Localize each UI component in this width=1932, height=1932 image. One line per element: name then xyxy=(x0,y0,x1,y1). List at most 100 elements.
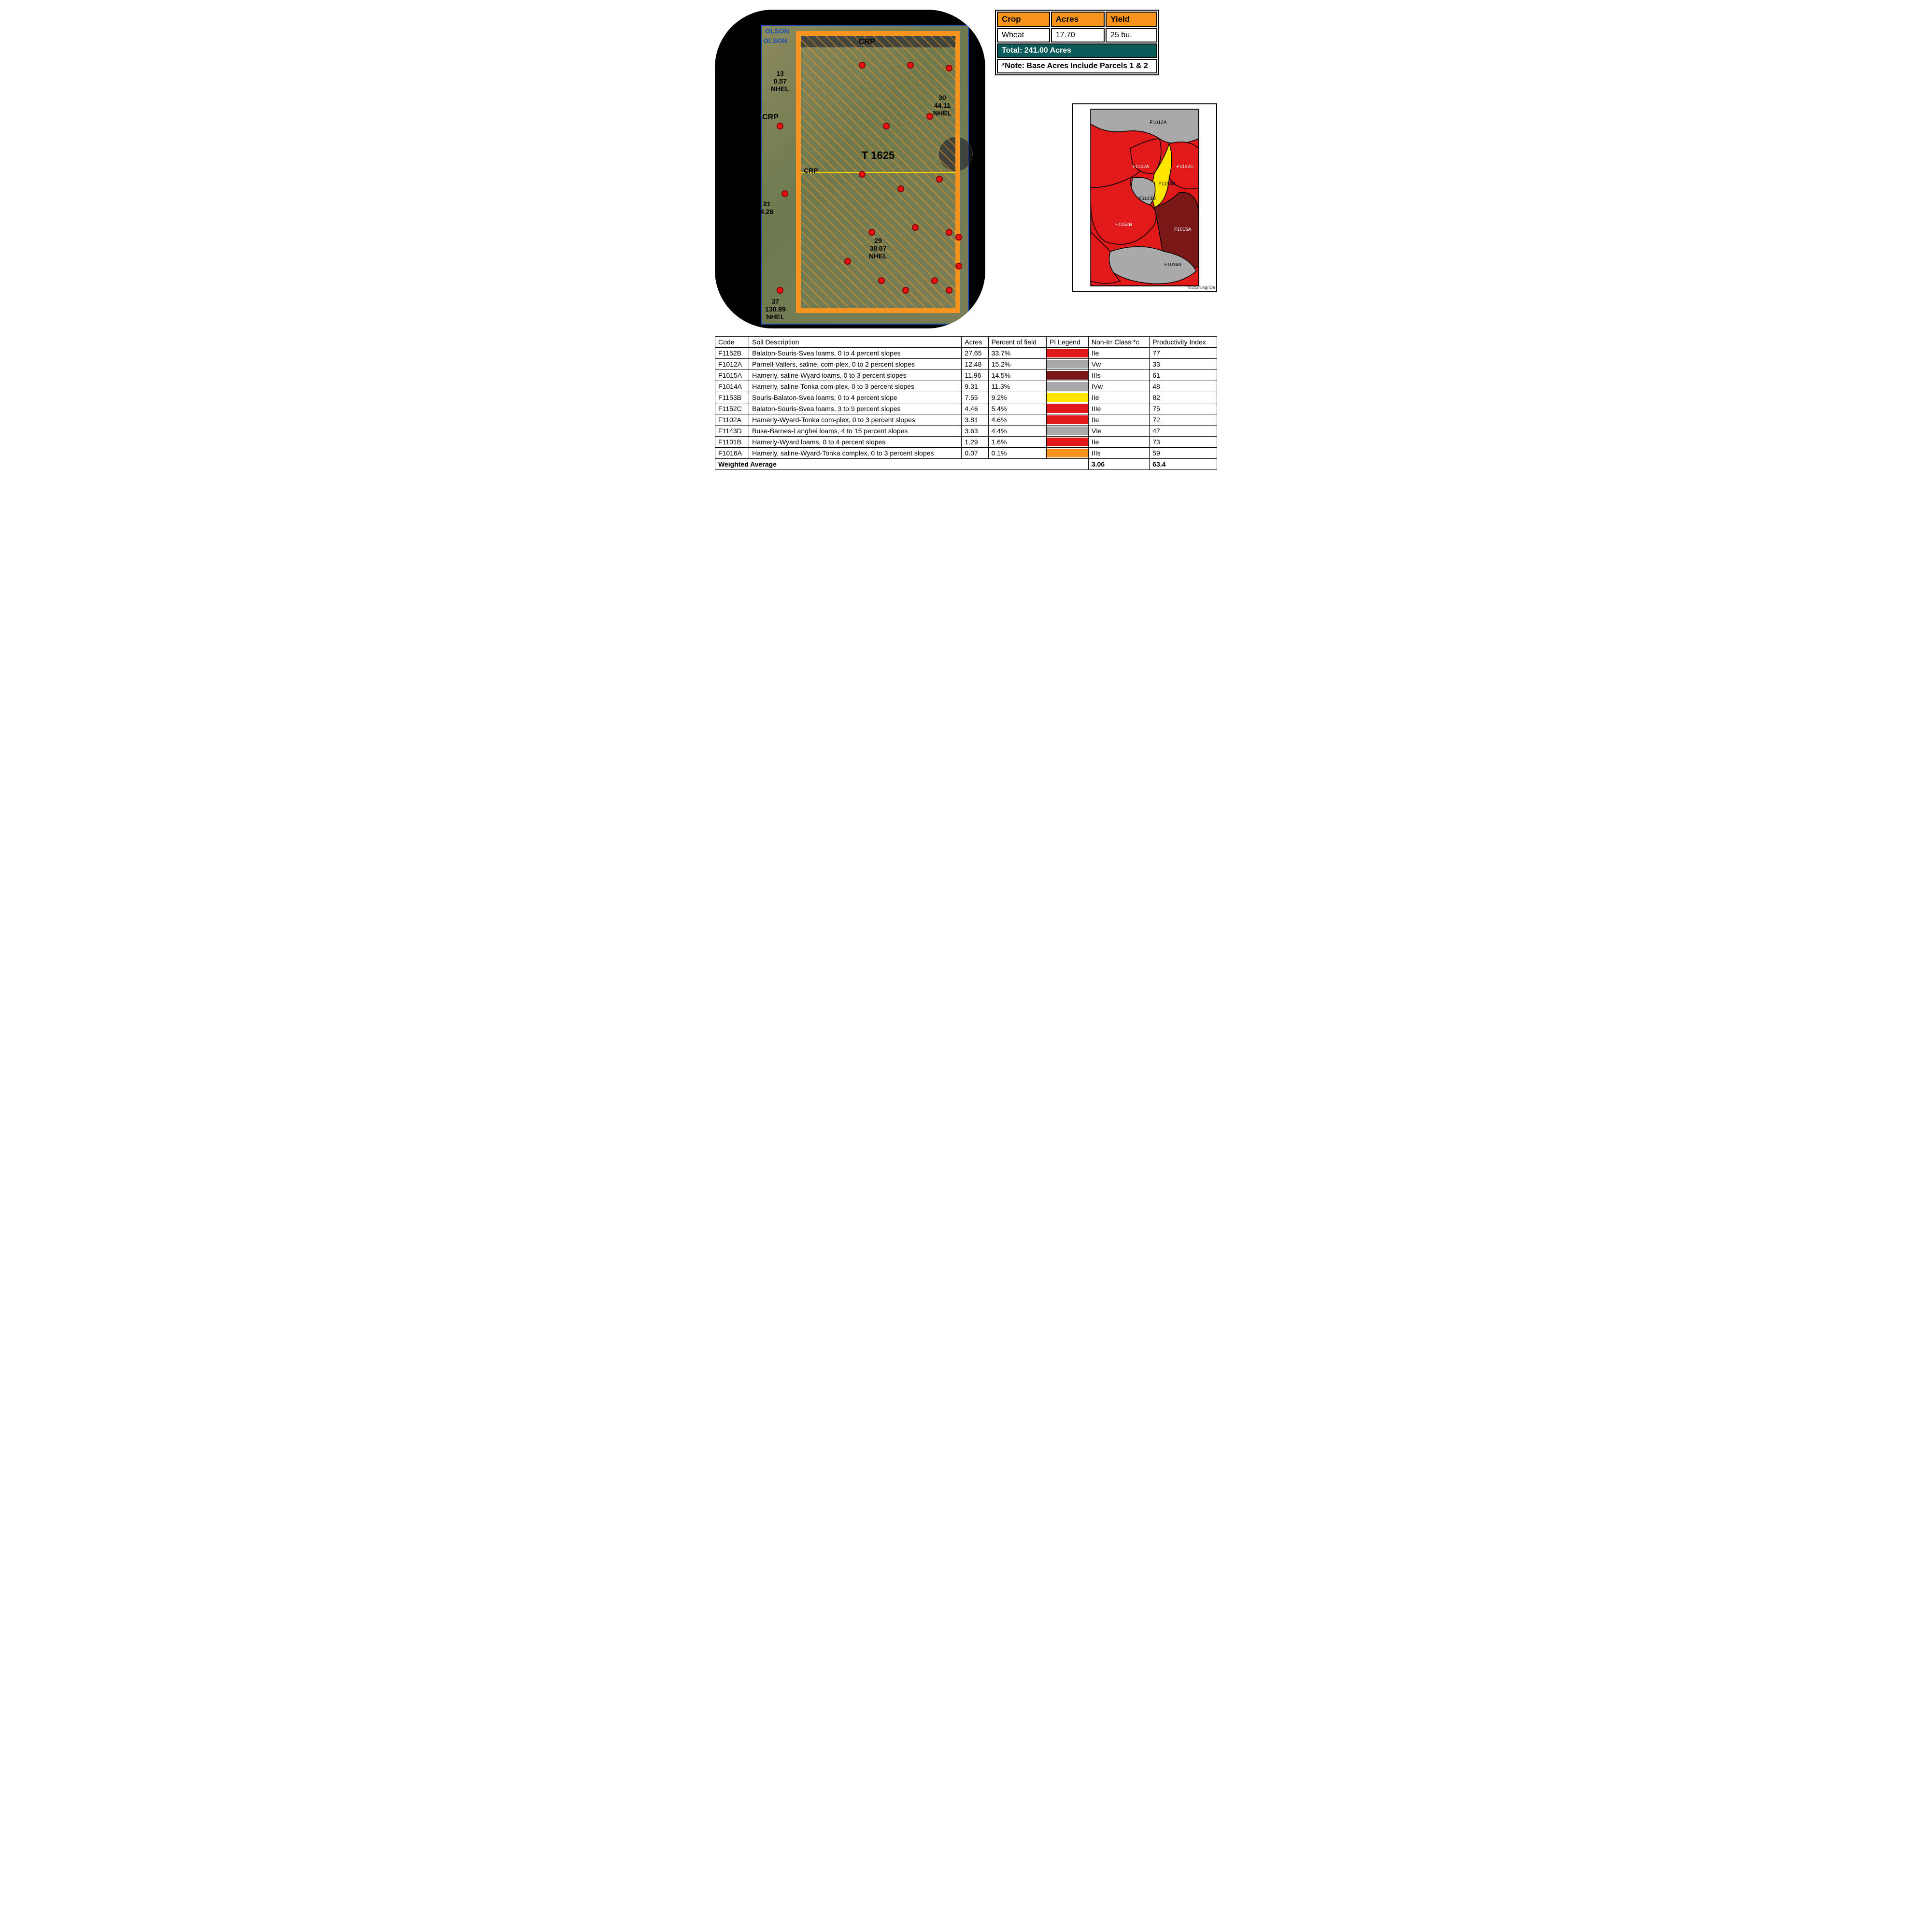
soil-cell: 3.81 xyxy=(962,414,988,426)
parcel-outline: T 1625 CRP CRP 3044.11NHEL 2938.07NHEL xyxy=(796,31,960,313)
soil-cell: F1102A xyxy=(715,414,749,426)
soil-cell: 1.29 xyxy=(962,437,988,448)
crp-label: CRP xyxy=(859,38,875,46)
soil-cell: F1101B xyxy=(715,437,749,448)
soil-cell: Vw xyxy=(1088,359,1149,370)
field-label-37: 37130.99NHEL xyxy=(765,298,786,321)
map-marker xyxy=(897,185,904,192)
aerial-map-inner: OLSON OLSON T 1625 CRP CRP 3044.11NHEL 2… xyxy=(761,25,969,325)
map-marker xyxy=(844,258,851,265)
crop-header: Yield xyxy=(1106,12,1157,27)
soil-cell: 0.07 xyxy=(962,448,988,459)
soil-map: F1012AF1101BF1102AF1152CF1153BF1143DF115… xyxy=(1072,103,1217,292)
crop-note: *Note: Base Acres Include Parcels 1 & 2 xyxy=(997,59,1157,73)
soil-header: Percent of field xyxy=(988,337,1046,348)
soil-cell: 61 xyxy=(1150,370,1217,381)
soil-cell: IIe xyxy=(1088,437,1149,448)
soil-cell: F1152B xyxy=(715,348,749,359)
soil-cell: F1016A xyxy=(715,448,749,459)
soil-cell: F1015A xyxy=(715,370,749,381)
table-row: F1016AHamerly, saline-Wyard-Tonka comple… xyxy=(715,448,1217,459)
pi-legend-swatch xyxy=(1046,426,1088,437)
map-marker xyxy=(955,234,962,241)
soil-cell: IVw xyxy=(1088,381,1149,392)
soil-cell: IIe xyxy=(1088,414,1149,426)
table-row: F1101BHamerly-Wyard loams, 0 to 4 percen… xyxy=(715,437,1217,448)
soil-cell: Hamerly-Wyard loams, 0 to 4 percent slop… xyxy=(749,437,962,448)
soil-cell: 48 xyxy=(1150,381,1217,392)
soil-region-label: F1014A xyxy=(1165,262,1182,268)
soil-cell: 3.63 xyxy=(962,426,988,437)
soil-cell: 5.4% xyxy=(988,403,1046,414)
weighted-class: 3.06 xyxy=(1088,459,1149,470)
aerial-map: OLSON OLSON T 1625 CRP CRP 3044.11NHEL 2… xyxy=(715,10,985,328)
map-marker xyxy=(936,176,943,183)
soil-region-label: F1152B xyxy=(1115,222,1132,227)
crop-header: Acres xyxy=(1051,12,1105,27)
map-marker xyxy=(946,287,952,294)
soil-cell: F1012A xyxy=(715,359,749,370)
table-row: F1153BSouris-Balaton-Svea loams, 0 to 4 … xyxy=(715,392,1217,403)
soil-cell: 72 xyxy=(1150,414,1217,426)
soil-cell: F1014A xyxy=(715,381,749,392)
soil-cell: IIIs xyxy=(1088,370,1149,381)
soil-cell: Balaton-Souris-Svea loams, 0 to 4 percen… xyxy=(749,348,962,359)
soilmap-credit: ©2024 AgriDa xyxy=(1188,285,1215,290)
soil-cell: VIe xyxy=(1088,426,1149,437)
soil-cell: 11.3% xyxy=(988,381,1046,392)
soil-cell: Hamerly, saline-Wyard loams, 0 to 3 perc… xyxy=(749,370,962,381)
table-row: F1143DBuse-Barnes-Langhei loams, 4 to 15… xyxy=(715,426,1217,437)
soil-cell: Balaton-Souris-Svea loams, 3 to 9 percen… xyxy=(749,403,962,414)
map-marker xyxy=(868,229,875,236)
pi-legend-swatch xyxy=(1046,348,1088,359)
soil-region-label: F1012A xyxy=(1150,120,1167,126)
crop-table: CropAcresYield Wheat17.7025 bu. Total: 2… xyxy=(995,10,1159,75)
table-row: F1012AParnell-Vallers, saline, com-plex,… xyxy=(715,359,1217,370)
crp-label: CRP xyxy=(762,113,779,122)
map-marker xyxy=(883,123,890,129)
table-row: F1015AHamerly, saline-Wyard loams, 0 to … xyxy=(715,370,1217,381)
soil-cell: 7.55 xyxy=(962,392,988,403)
pi-legend-swatch xyxy=(1046,403,1088,414)
soil-cell: Hamerly-Wyard-Tonka com-plex, 0 to 3 per… xyxy=(749,414,962,426)
soil-cell: IIe xyxy=(1088,348,1149,359)
field-label-21: 214.28 xyxy=(760,200,773,215)
map-marker xyxy=(859,171,866,178)
soil-cell: 14.5% xyxy=(988,370,1046,381)
soil-cell: 0.1% xyxy=(988,448,1046,459)
pi-legend-swatch xyxy=(1046,381,1088,392)
soil-cell: 4.6% xyxy=(988,414,1046,426)
soil-cell: 1.6% xyxy=(988,437,1046,448)
weighted-pi: 63.4 xyxy=(1150,459,1217,470)
soil-header: Code xyxy=(715,337,749,348)
pi-legend-swatch xyxy=(1046,359,1088,370)
owner-label: OLSON xyxy=(765,27,789,35)
soil-cell: 12.48 xyxy=(962,359,988,370)
soil-cell: 33.7% xyxy=(988,348,1046,359)
map-marker xyxy=(878,277,885,284)
soil-region-label: F1015A xyxy=(1174,227,1192,232)
table-row: F1014AHamerly, saline-Tonka com-plex, 0 … xyxy=(715,381,1217,392)
soil-table: CodeSoil DescriptionAcresPercent of fiel… xyxy=(715,336,1217,470)
soil-cell: 9.31 xyxy=(962,381,988,392)
soil-cell: 73 xyxy=(1150,437,1217,448)
soil-cell: F1152C xyxy=(715,403,749,414)
crop-header: Crop xyxy=(997,12,1050,27)
pi-legend-swatch xyxy=(1046,370,1088,381)
soil-cell: 75 xyxy=(1150,403,1217,414)
pi-legend-swatch xyxy=(1046,414,1088,426)
soil-cell: 59 xyxy=(1150,448,1217,459)
map-marker xyxy=(907,62,914,69)
soil-region-label: F1153B xyxy=(1158,182,1175,187)
soil-region-label: F1152C xyxy=(1177,164,1193,170)
soil-cell: F1153B xyxy=(715,392,749,403)
map-marker xyxy=(946,229,952,236)
soil-cell: Hamerly, saline-Tonka com-plex, 0 to 3 p… xyxy=(749,381,962,392)
field-label-13: 130.57NHEL xyxy=(771,70,789,93)
map-marker xyxy=(912,224,919,231)
soil-cell: 77 xyxy=(1150,348,1217,359)
soil-cell: Parnell-Vallers, saline, com-plex, 0 to … xyxy=(749,359,962,370)
map-marker xyxy=(926,113,933,120)
soil-cell: 33 xyxy=(1150,359,1217,370)
table-row: F1152BBalaton-Souris-Svea loams, 0 to 4 … xyxy=(715,348,1217,359)
